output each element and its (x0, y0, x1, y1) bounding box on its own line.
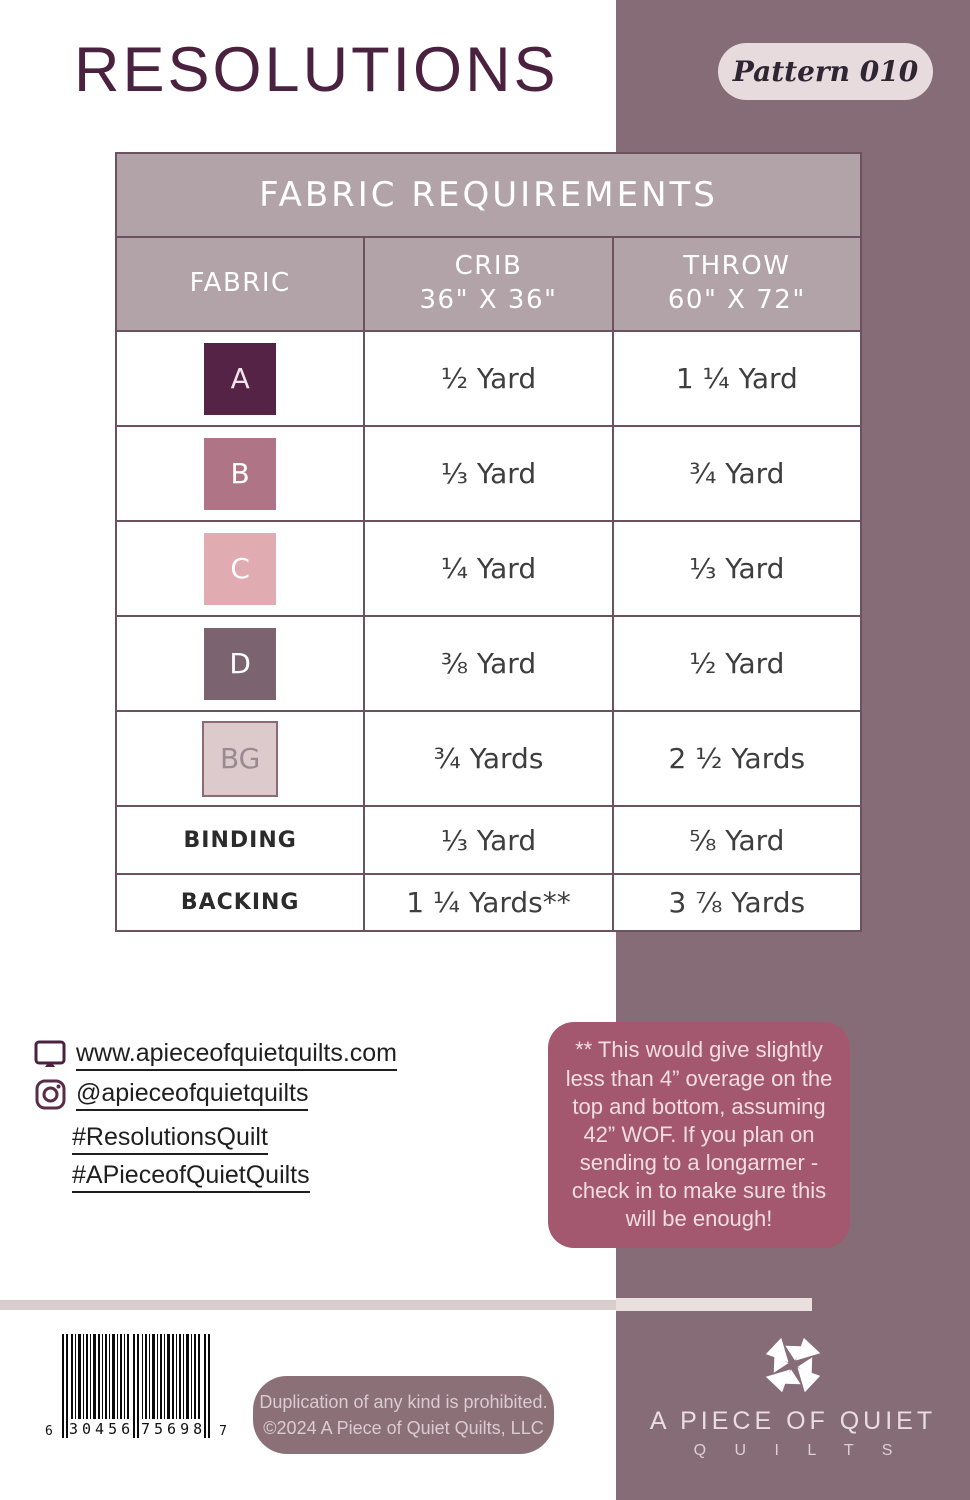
hashtag-resolutions-quilt[interactable]: #ResolutionsQuilt (72, 1122, 268, 1155)
fabric-requirements-table: FABRIC REQUIREMENTS FABRIC CRIB 36" X 36" TH… (114, 152, 863, 932)
hashtag-row-1: #ResolutionsQuilt (72, 1122, 268, 1155)
table-row-binding: BINDING ⅓ Yard ⅝ Yard (114, 805, 863, 875)
hashtag-apieceofquietquilts[interactable]: #APieceofQuietQuilts (72, 1160, 310, 1193)
pattern-title: RESOLUTIONS (74, 35, 559, 105)
brand-block: A PIECE OF QUIET Q U I L T S (616, 1336, 970, 1460)
fabric-cell: BINDING (114, 805, 366, 875)
fabric-cell: A (114, 330, 366, 427)
instagram-link[interactable]: @apieceofquietquilts (76, 1078, 309, 1111)
fabric-cell: D (114, 615, 366, 712)
crib-yardage-cell: ⅓ Yard (363, 805, 614, 875)
fabric-swatch-bg: BG (202, 720, 279, 797)
column-header-fabric: FABRIC (114, 236, 366, 332)
fabric-cell: BACKING (114, 873, 366, 932)
row-label: BACKING (180, 890, 300, 915)
copyright-line-2: ©2024 A Piece of Quiet Quilts, LLC (263, 1418, 544, 1438)
column-header-throw: THROW 60" X 72" (611, 236, 863, 332)
table-row-a: A ½ Yard 1 ¼ Yard (114, 330, 863, 427)
fabric-cell: C (114, 520, 366, 617)
hashtag-row-2: #APieceofQuietQuilts (72, 1160, 310, 1193)
pinwheel-icon (765, 1337, 821, 1393)
table-row-c: C ¼ Yard ⅓ Yard (114, 520, 863, 617)
throw-yardage-cell: ½ Yard (611, 615, 863, 712)
table-row-backing: BACKING 1 ¼ Yards** 3 ⅞ Yards (114, 873, 863, 932)
crib-yardage-cell: ¾ Yards (363, 710, 614, 807)
divider-stripe-highlight (616, 1298, 812, 1311)
fabric-swatch-b: B (204, 437, 277, 510)
crib-yardage-cell: ⅜ Yard (363, 615, 614, 712)
fabric-swatch-c: C (204, 532, 277, 605)
instagram-icon (34, 1079, 66, 1111)
copyright-pill: Duplication of any kind is prohibited. ©… (253, 1376, 554, 1454)
throw-yardage-cell: 3 ⅞ Yards (611, 873, 863, 932)
website-link[interactable]: www.apieceofquietquilts.com (76, 1038, 397, 1071)
copyright-line-1: Duplication of any kind is prohibited. (259, 1392, 548, 1412)
table-row-b: B ⅓ Yard ¾ Yard (114, 425, 863, 522)
website-row: www.apieceofquietquilts.com (34, 1038, 397, 1071)
fabric-swatch-a: A (204, 342, 277, 415)
throw-yardage-cell: 2 ½ Yards (611, 710, 863, 807)
divider-stripe (0, 1300, 812, 1310)
table-row-d: D ⅜ Yard ½ Yard (114, 615, 863, 712)
pattern-number-label: Pattern 010 (732, 55, 919, 88)
column-header-crib: CRIB 36" X 36" (363, 236, 614, 332)
barcode-right-digits: 75698 (141, 1420, 207, 1438)
instagram-row: @apieceofquietquilts (34, 1078, 309, 1111)
backing-note-box: ** This would give slightly less than 4”… (548, 1022, 850, 1248)
barcode: 6 30456 75698 7 (45, 1334, 227, 1439)
brand-name: A PIECE OF QUIET (649, 1407, 937, 1435)
fabric-cell: BG (114, 710, 366, 807)
table-title: FABRIC REQUIREMENTS (115, 152, 862, 238)
crib-yardage-cell: ½ Yard (363, 330, 614, 427)
fabric-swatch-d: D (204, 627, 277, 700)
crib-yardage-cell: ¼ Yard (363, 520, 614, 617)
brand-subtitle: Q U I L T S (693, 1442, 905, 1459)
throw-yardage-cell: ⅝ Yard (611, 805, 863, 875)
barcode-prefix-digit: 6 (45, 1424, 53, 1439)
monitor-icon (34, 1039, 66, 1071)
backing-note-text: ** This would give slightly less than 4”… (565, 1037, 833, 1232)
fabric-cell: B (114, 425, 366, 522)
crib-yardage-cell: 1 ¼ Yards** (363, 873, 614, 932)
throw-yardage-cell: ¾ Yard (611, 425, 863, 522)
barcode-suffix-digit: 7 (219, 1424, 227, 1439)
crib-yardage-cell: ⅓ Yard (363, 425, 614, 522)
barcode-left-digits: 30456 (69, 1420, 135, 1438)
throw-yardage-cell: 1 ¼ Yard (611, 330, 863, 427)
row-label: BINDING (183, 827, 297, 853)
table-row-bg: BG ¾ Yards 2 ½ Yards (114, 710, 863, 807)
throw-yardage-cell: ⅓ Yard (611, 520, 863, 617)
pattern-number-badge: Pattern 010 (718, 43, 933, 100)
